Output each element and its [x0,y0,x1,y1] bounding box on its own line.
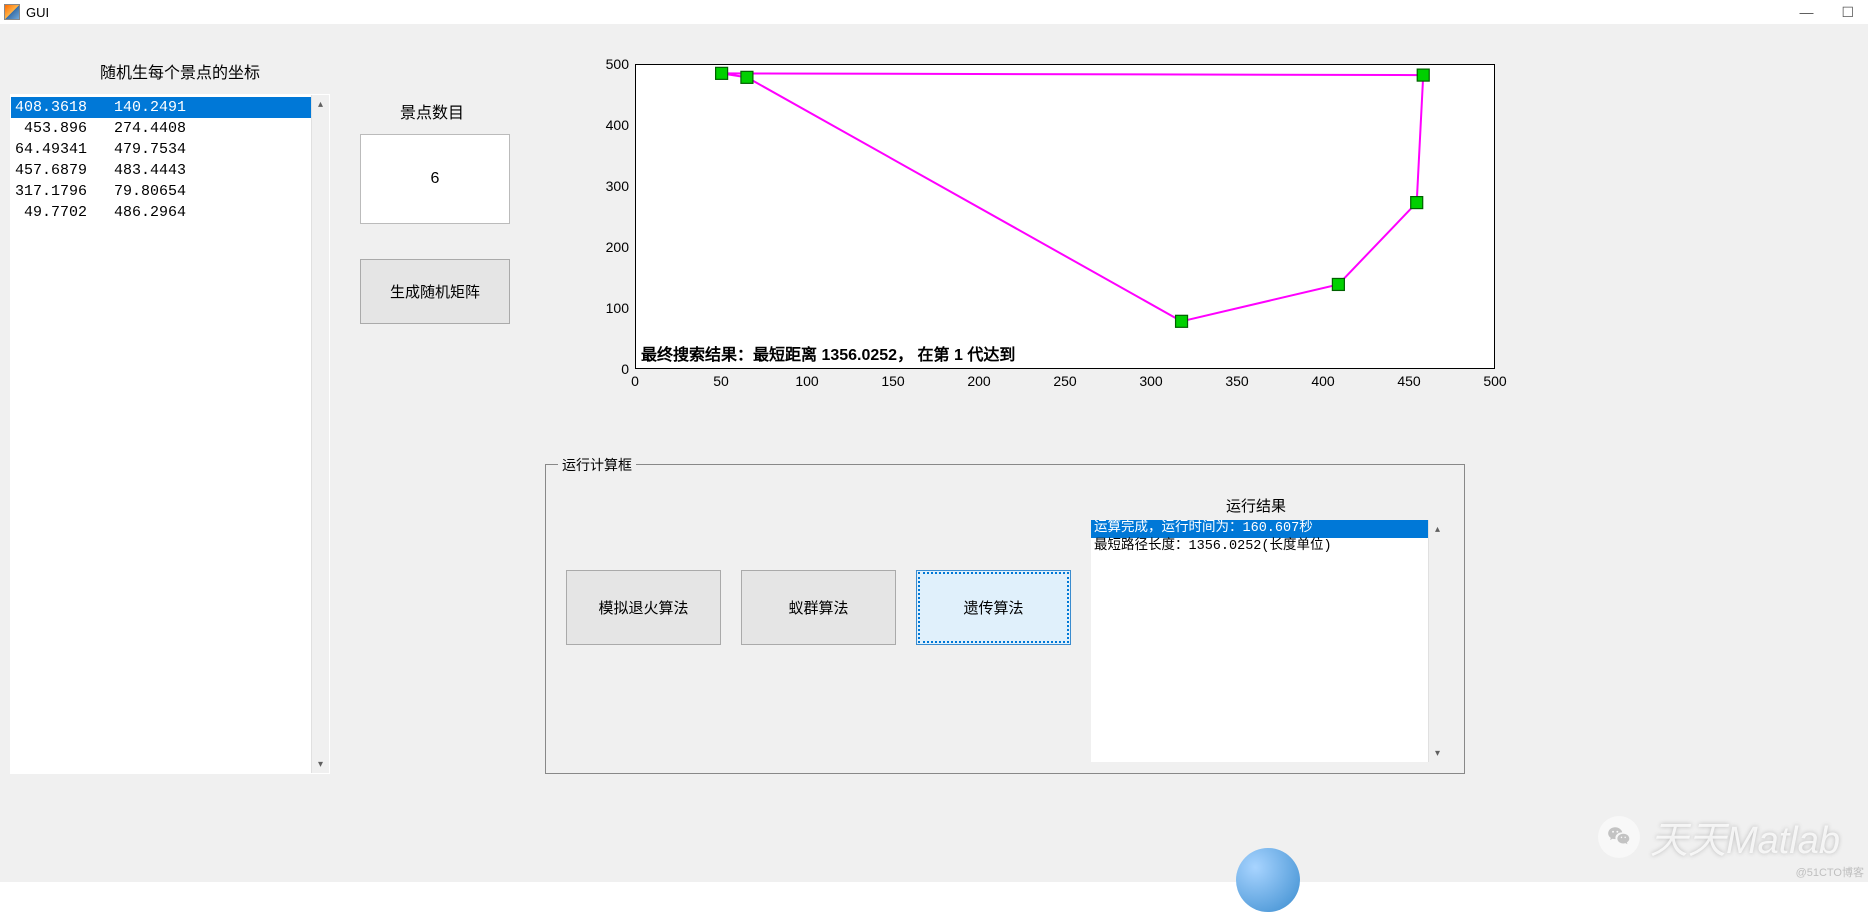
y-tick-label: 200 [599,239,629,255]
y-tick-label: 400 [599,117,629,133]
x-tick-label: 250 [1053,373,1076,389]
coords-listbox[interactable]: 408.3618 140.2491 453.896 274.440864.493… [10,94,330,774]
y-tick-label: 0 [599,361,629,377]
x-tick-label: 50 [713,373,729,389]
titlebar: GUI — ☐ [0,0,1868,24]
x-tick-label: 400 [1311,373,1334,389]
decorative-circle [1236,848,1300,912]
list-item[interactable]: 408.3618 140.2491 [11,97,311,118]
sa-button[interactable]: 模拟退火算法 [566,570,721,645]
chart-annotation: 最终搜索结果：最短距离 1356.0252， 在第 1 代达到 [641,341,1015,365]
list-item[interactable]: 64.49341 479.7534 [11,139,311,160]
x-tick-label: 150 [881,373,904,389]
coords-title-label: 随机生每个景点的坐标 [100,59,260,83]
count-input[interactable]: 6 [360,134,510,224]
result-title-label: 运行结果 [1226,495,1286,516]
result-scrollbar[interactable]: ▴ ▾ [1428,520,1446,762]
x-tick-label: 0 [631,373,639,389]
y-tick-label: 500 [599,56,629,72]
list-item[interactable]: 运算完成，运行时间为：160.607秒 [1091,520,1428,538]
app-icon [4,4,20,20]
list-item[interactable]: 最短路径长度：1356.0252(长度单位) [1091,538,1428,556]
wechat-icon [1598,816,1640,858]
x-tick-label: 100 [795,373,818,389]
count-title-label: 景点数目 [400,99,464,123]
scroll-up-icon[interactable]: ▴ [312,95,329,113]
run-panel: 运行计算框 模拟退火算法 蚁群算法 遗传算法 运行结果 运算完成，运行时间为：1… [545,464,1465,774]
plot-area: 最终搜索结果：最短距离 1356.0252， 在第 1 代达到 [635,64,1495,369]
run-panel-legend: 运行计算框 [558,455,636,475]
maximize-button[interactable]: ☐ [1841,4,1854,21]
window-title: GUI [26,5,49,20]
generate-matrix-button[interactable]: 生成随机矩阵 [360,259,510,324]
y-tick-label: 300 [599,178,629,194]
list-item[interactable]: 317.1796 79.80654 [11,181,311,202]
watermark: 天天Matlab [1598,809,1840,864]
aco-button[interactable]: 蚁群算法 [741,570,896,645]
x-tick-label: 350 [1225,373,1248,389]
x-tick-label: 300 [1139,373,1162,389]
x-tick-label: 450 [1397,373,1420,389]
client-area: 随机生每个景点的坐标 408.3618 140.2491 453.896 274… [0,24,1868,882]
scroll-up-icon[interactable]: ▴ [1429,520,1446,538]
count-value: 6 [431,170,440,188]
list-item[interactable]: 49.7702 486.2964 [11,202,311,223]
coords-scrollbar[interactable]: ▴ ▾ [311,95,329,773]
result-listbox[interactable]: 运算完成，运行时间为：160.607秒最短路径长度：1356.0252(长度单位… [1091,520,1446,762]
list-item[interactable]: 457.6879 483.4443 [11,160,311,181]
list-item[interactable]: 453.896 274.4408 [11,118,311,139]
window-controls: — ☐ [1799,4,1864,21]
scroll-down-icon[interactable]: ▾ [1429,744,1446,762]
x-tick-label: 500 [1483,373,1506,389]
scroll-down-icon[interactable]: ▾ [312,755,329,773]
y-tick-label: 100 [599,300,629,316]
ga-button[interactable]: 遗传算法 [916,570,1071,645]
attribution: @51CTO博客 [1796,864,1864,880]
x-tick-label: 200 [967,373,990,389]
minimize-button[interactable]: — [1799,4,1813,21]
chart-axes: 最终搜索结果：最短距离 1356.0252， 在第 1 代达到 0 100 200 3… [595,59,1505,404]
